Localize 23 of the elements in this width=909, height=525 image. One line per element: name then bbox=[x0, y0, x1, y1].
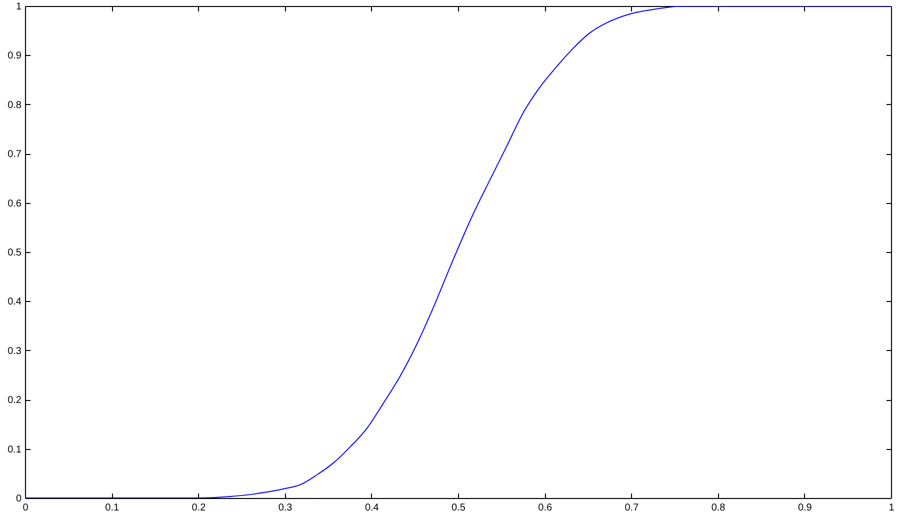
y-tick-label: 0 bbox=[16, 494, 22, 504]
x-tick-label: 0.5 bbox=[452, 502, 466, 514]
y-tick-label: 0.4 bbox=[8, 296, 22, 308]
y-tick-label: 0.9 bbox=[8, 50, 22, 62]
line-series bbox=[25, 6, 891, 498]
y-tick-label: 0.6 bbox=[8, 198, 22, 210]
y-tick-label: 1 bbox=[16, 2, 22, 12]
x-tick-label: 0.3 bbox=[278, 502, 293, 514]
x-tick-label: 0.6 bbox=[538, 502, 552, 514]
y-tick-label: 0.1 bbox=[8, 444, 22, 456]
y-tick-label: 0.7 bbox=[8, 149, 22, 160]
y-tick-label: 0.2 bbox=[8, 395, 22, 406]
y-tick-label: 0.8 bbox=[8, 100, 22, 111]
x-tick-label: 0.8 bbox=[711, 502, 726, 514]
x-tick-label: 0 bbox=[22, 502, 29, 514]
x-tick-label: 0.9 bbox=[798, 502, 812, 514]
y-tick-label: 0.3 bbox=[8, 346, 22, 357]
x-tick-label: 0.7 bbox=[624, 502, 640, 514]
x-tick-label: 1 bbox=[888, 502, 895, 514]
x-tick-label: 0.2 bbox=[192, 502, 206, 514]
y-tick-label: 0.5 bbox=[8, 248, 22, 258]
x-tick-label: 0.4 bbox=[364, 502, 380, 514]
x-tick-label: 0.1 bbox=[105, 502, 120, 514]
